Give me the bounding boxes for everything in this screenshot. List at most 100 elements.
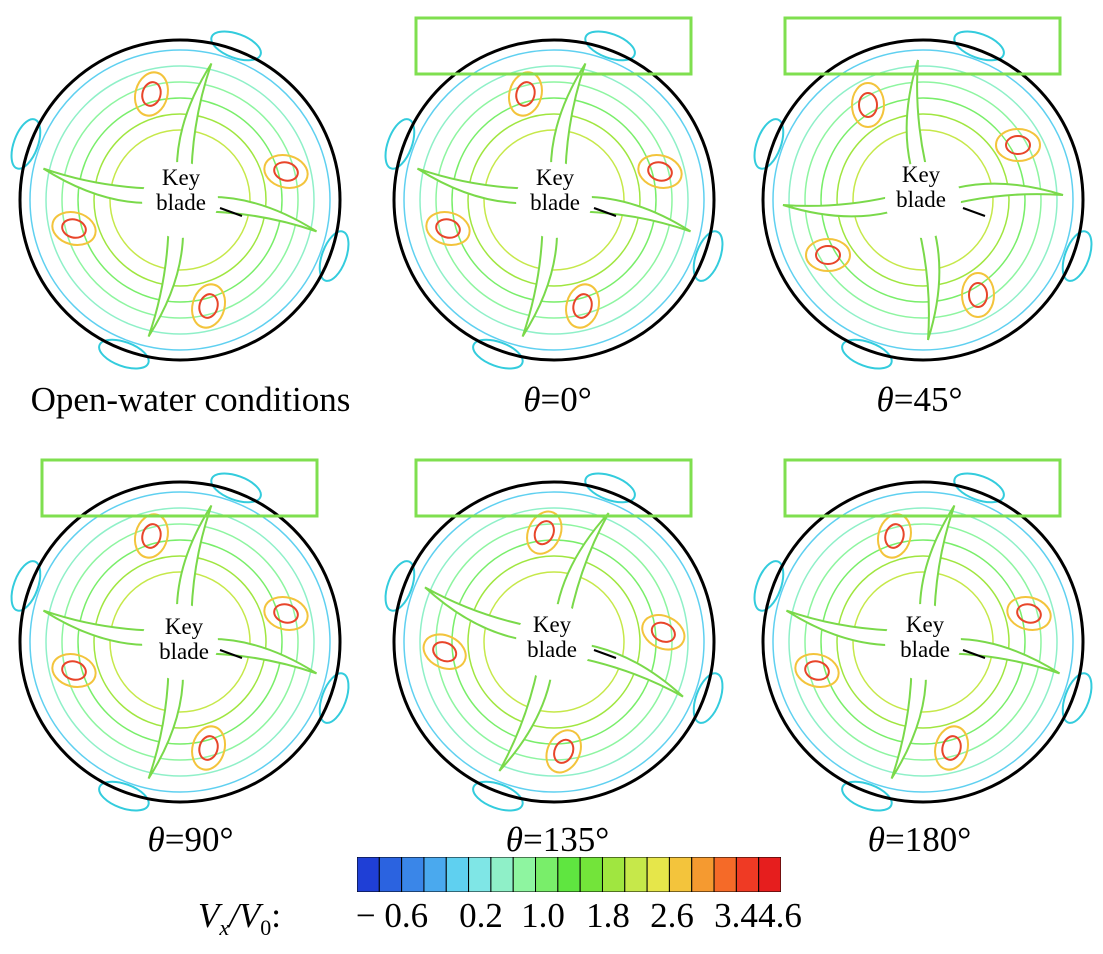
tip-vortex-contour	[584, 472, 636, 504]
high-velocity-contour	[526, 510, 563, 555]
high-velocity-contour	[876, 513, 912, 559]
tip-vortex-contour	[692, 230, 724, 282]
velocity-contour	[483, 571, 625, 713]
colorbar-tick: 1.0	[521, 896, 565, 935]
colorbar-swatch	[579, 857, 603, 892]
velocity-contour	[61, 81, 299, 319]
velocity-contour	[852, 571, 994, 713]
colorbar	[357, 857, 781, 892]
key-blade-leader	[593, 207, 617, 217]
contour-group	[753, 16, 1093, 370]
tip-vortex-contour	[10, 560, 42, 612]
colorbar-swatch	[624, 857, 648, 892]
hub	[142, 604, 218, 680]
contour-group	[384, 458, 724, 812]
peak-velocity-contour	[141, 81, 162, 107]
peak-velocity-contour	[553, 738, 575, 764]
high-velocity-contour	[794, 653, 840, 689]
tip-vortex-contour	[692, 672, 724, 724]
velocity-contour	[29, 491, 331, 793]
tip-vortex-contour	[384, 118, 416, 170]
velocity-contour	[483, 129, 625, 271]
tip-vortex-contour	[10, 118, 42, 170]
high-velocity-contour	[637, 153, 683, 189]
wake-region-box	[414, 16, 693, 76]
colorbar-swatch	[713, 857, 737, 892]
velocity-contour	[77, 97, 283, 303]
tip-vortex-contour	[472, 780, 524, 812]
high-velocity-contour	[51, 211, 97, 247]
peak-velocity-contour	[61, 660, 87, 681]
contour-group	[753, 458, 1093, 812]
hub	[885, 162, 961, 238]
high-velocity-contour	[263, 153, 309, 189]
contour-panel-theta-180: Key blade	[743, 452, 1103, 812]
colorbar-tick: − 0.6	[355, 896, 429, 935]
peak-velocity-contour	[533, 520, 555, 546]
velocity-contour	[403, 49, 705, 351]
contour-plot	[384, 458, 724, 812]
colorbar-tick: 2.6	[650, 896, 694, 935]
caption-theta-45: θ=45°	[876, 380, 963, 419]
key-blade-leader	[962, 649, 986, 659]
high-velocity-contour	[133, 71, 169, 117]
key-blade-label: Key blade	[156, 165, 206, 215]
tip-vortex-contour	[953, 30, 1005, 62]
tip-vortex-contour	[753, 560, 785, 612]
colorbar-swatch	[357, 857, 380, 892]
high-velocity-contour	[263, 595, 309, 631]
high-velocity-contour	[565, 283, 601, 329]
high-velocity-contour	[995, 128, 1041, 162]
colorbar-swatch	[378, 857, 403, 892]
peak-velocity-contour	[273, 161, 299, 182]
velocity-contour	[772, 49, 1074, 351]
key-blade-leader	[962, 207, 986, 217]
contour-panel-theta-135: Key blade	[374, 452, 734, 812]
key-blade-label: Key blade	[159, 614, 209, 664]
colorbar-swatch	[691, 857, 715, 892]
velocity-contour	[419, 507, 689, 777]
velocity-contour	[788, 65, 1058, 335]
key-blade-label: Key blade	[900, 612, 950, 662]
peak-velocity-contour	[572, 293, 593, 319]
contour-plot	[384, 16, 724, 370]
contour-plot	[10, 458, 350, 812]
high-velocity-contour	[507, 71, 543, 117]
contour-group	[10, 30, 350, 370]
velocity-contour	[45, 65, 315, 335]
key-blade-leader	[219, 649, 243, 659]
tip-vortex-contour	[1061, 230, 1093, 282]
tip-vortex-contour	[584, 30, 636, 62]
hub	[142, 162, 218, 238]
peak-velocity-contour	[650, 621, 676, 643]
tip-vortex-contour	[1061, 672, 1093, 724]
colorbar-swatch	[668, 857, 693, 892]
key-blade-leader	[219, 207, 243, 217]
high-velocity-contour	[934, 725, 970, 771]
velocity-contour	[435, 81, 673, 319]
propeller-disc-outline	[392, 480, 716, 804]
velocity-contour	[93, 555, 267, 729]
colorbar-swatch	[557, 857, 581, 892]
key-blade-leader	[593, 649, 617, 659]
peak-velocity-contour	[1016, 603, 1042, 624]
velocity-contour	[29, 49, 331, 351]
peak-velocity-contour	[884, 523, 905, 549]
high-velocity-contour	[961, 272, 995, 318]
caption-theta-0: θ=0°	[523, 380, 592, 419]
velocity-contour	[61, 523, 299, 761]
high-velocity-contour	[425, 211, 471, 247]
colorbar-tick: 3.4	[714, 896, 758, 935]
velocity-contour	[836, 555, 1010, 729]
contour-panel-theta-45: Key blade	[743, 10, 1103, 370]
velocity-contour	[788, 507, 1058, 777]
velocity-contour	[403, 491, 705, 793]
tip-vortex-contour	[841, 780, 893, 812]
tip-vortex-contour	[472, 338, 524, 370]
high-velocity-contour	[805, 238, 851, 272]
colorbar-swatch	[512, 857, 537, 892]
tip-vortex-contour	[318, 230, 350, 282]
colorbar-swatch	[445, 857, 470, 892]
velocity-contour	[451, 539, 657, 745]
colorbar-swatches	[357, 857, 781, 892]
